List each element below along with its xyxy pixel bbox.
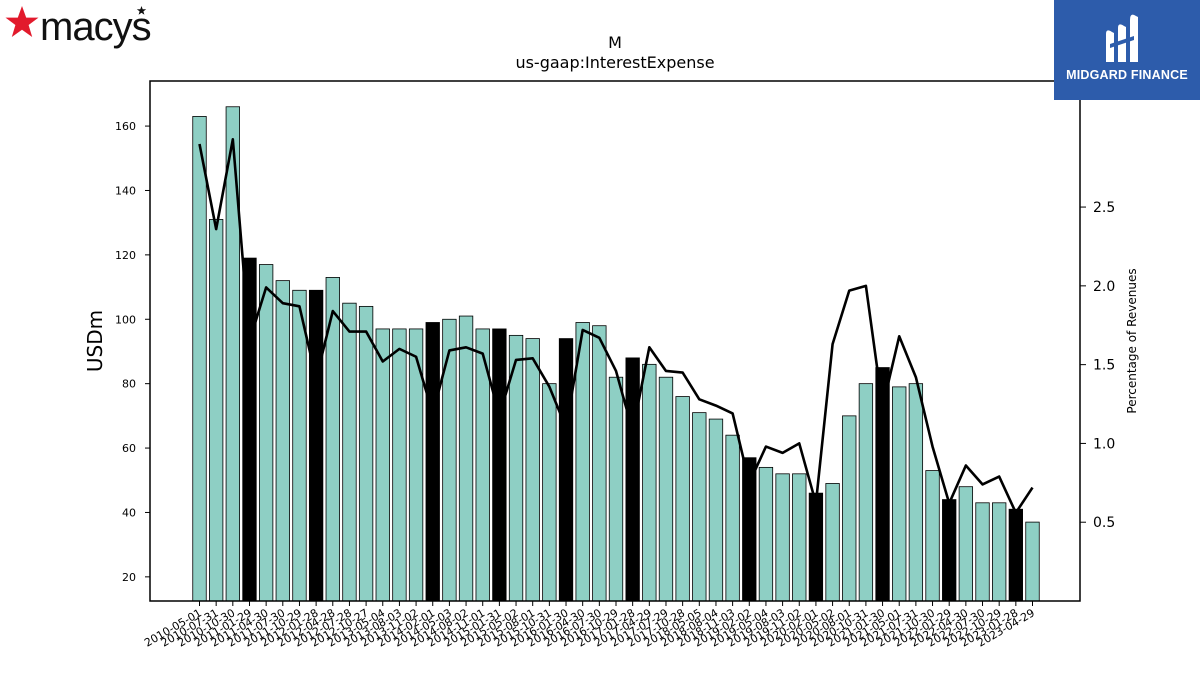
revenue-share-line: [198, 138, 1034, 515]
bar: [258, 264, 274, 602]
publisher-logo: MIDGARD FINANCE: [1054, 0, 1200, 100]
line-layer: [198, 138, 1034, 515]
y-axis-label: USDm: [83, 310, 107, 372]
bar: [375, 328, 390, 602]
publisher-name: MIDGARD FINANCE: [1066, 68, 1188, 82]
publisher-emblem-icon: [1106, 14, 1138, 63]
y2-tick-label: 2.0: [1093, 279, 1115, 295]
bar: [592, 325, 607, 602]
y2-axis-label: Percentage of Revenues: [1125, 268, 1139, 413]
bar: [792, 473, 807, 602]
bar: [209, 219, 224, 602]
bar-highlighted: [425, 322, 440, 602]
bar-highlighted: [308, 289, 324, 602]
bar-highlighted: [942, 499, 957, 602]
y-tick-label: 160: [115, 120, 136, 133]
bar: [275, 280, 290, 602]
bar: [958, 486, 974, 602]
bar: [458, 315, 474, 602]
bar: [192, 116, 207, 602]
y2-tick-label: 2.5: [1093, 200, 1115, 216]
star-icon: [5, 6, 39, 37]
bar: [992, 502, 1007, 602]
y-tick-label: 60: [122, 442, 136, 455]
y-tick-label: 120: [115, 249, 136, 262]
bar: [858, 383, 874, 602]
bar: [725, 434, 740, 602]
bar-highlighted: [808, 492, 824, 602]
bar: [442, 318, 457, 602]
bar: [542, 383, 557, 602]
brand-wordmark: macys: [40, 5, 151, 49]
bars-group: [192, 106, 1040, 602]
bar-highlighted: [242, 257, 257, 602]
y2-tick-label: 0.5: [1093, 515, 1115, 531]
chart-title: M: [608, 33, 622, 52]
bar: [608, 376, 624, 602]
bar: [925, 470, 940, 602]
bar: [775, 473, 790, 602]
bar-highlighted: [492, 328, 507, 602]
bar: [975, 502, 990, 602]
bar: [525, 338, 540, 602]
bar: [292, 289, 307, 602]
bar: [392, 328, 407, 602]
bar: [658, 376, 674, 602]
bar: [708, 418, 724, 602]
y-tick-label: 100: [115, 313, 136, 326]
y-tick-label: 40: [122, 506, 136, 519]
brand-logo: macys: [5, 5, 152, 49]
chart-subtitle: us-gaap:InterestExpense: [515, 53, 714, 72]
bar: [342, 302, 357, 602]
y-axis-left: 20 40 60 80 100 120 140 160: [115, 120, 150, 584]
y-tick-label: 140: [115, 184, 136, 197]
bar: [692, 412, 707, 602]
bar-highlighted: [558, 338, 574, 602]
y2-tick-label: 1.5: [1093, 358, 1115, 374]
y2-tick-label: 1.0: [1093, 436, 1115, 452]
bar: [842, 415, 857, 602]
plot-frame: [149, 80, 1081, 602]
small-star-icon: [136, 6, 147, 15]
bar: [642, 363, 657, 602]
bar: [675, 396, 690, 602]
bar-highlighted: [625, 357, 640, 602]
bar: [1025, 521, 1040, 602]
bar: [358, 305, 374, 602]
bar: [908, 383, 924, 602]
x-axis: 2010-05-012010-07-312010-10-302011-01-29…: [142, 601, 1037, 650]
bar: [758, 466, 774, 602]
bar: [892, 386, 907, 602]
y-axis-right: 0.5 1.0 1.5 2.0 2.5: [1080, 200, 1115, 531]
bar: [825, 483, 840, 602]
y-tick-label: 80: [122, 378, 136, 391]
bar-highlighted: [1008, 508, 1023, 602]
y-tick-label: 20: [122, 571, 136, 584]
